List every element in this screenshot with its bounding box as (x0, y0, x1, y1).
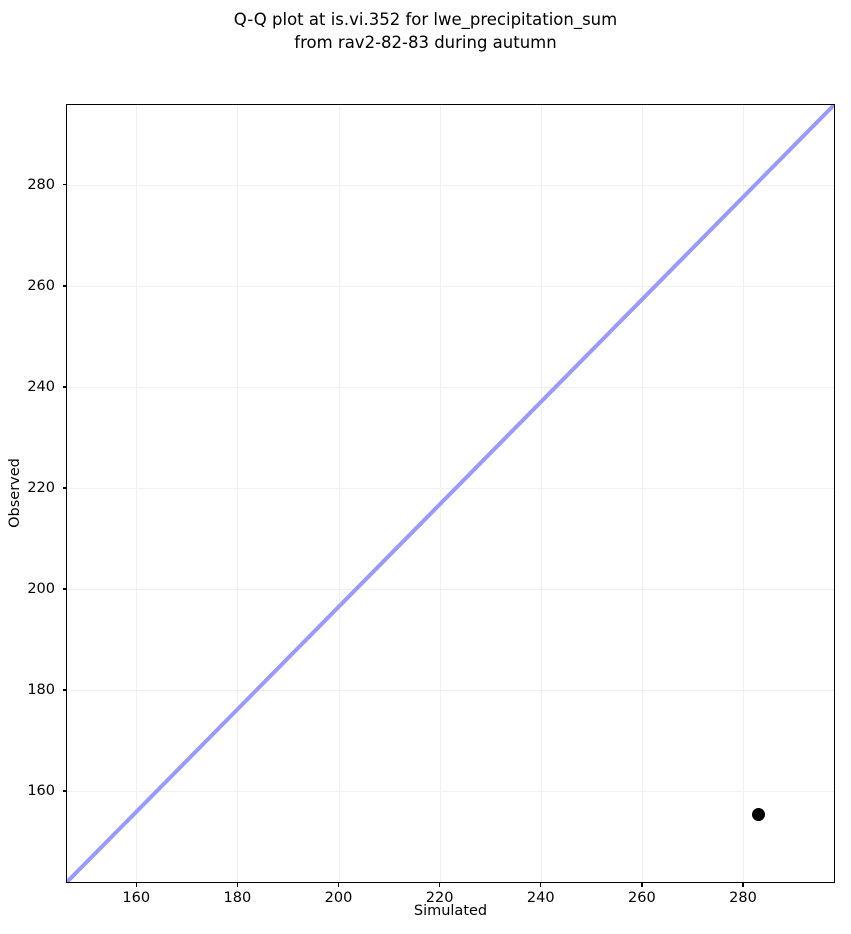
y-tick-mark (62, 386, 67, 388)
gridline-horizontal (67, 184, 834, 186)
gridline-horizontal (67, 588, 834, 590)
y-axis-label: Observed (7, 458, 23, 528)
x-tick-label: 200 (324, 890, 353, 906)
x-tick-mark (438, 882, 441, 887)
y-tick-mark (62, 689, 67, 691)
x-tick-label: 160 (122, 890, 151, 906)
gridline-vertical (641, 105, 643, 882)
data-point (751, 807, 765, 821)
gridline-vertical (338, 105, 340, 882)
x-tick-mark (337, 882, 340, 887)
x-tick-mark (236, 882, 239, 887)
gridline-horizontal (67, 690, 834, 691)
x-tick-label: 240 (526, 890, 555, 906)
gridline-horizontal (67, 791, 834, 793)
y-tick-label: 260 (27, 277, 55, 294)
gridline-vertical (237, 105, 239, 882)
chart-title: Q-Q plot at is.vi.352 for lwe_precipitat… (233, 10, 618, 52)
x-tick-label: 280 (729, 890, 757, 906)
gridline-vertical (742, 105, 744, 882)
y-tick-mark (62, 790, 67, 792)
y-tick-mark (62, 285, 67, 287)
gridline-horizontal (67, 386, 834, 388)
x-tick-label: 260 (628, 890, 656, 906)
x-tick-mark (135, 882, 137, 887)
y-tick-mark (62, 588, 67, 590)
x-tick-label: 220 (425, 890, 454, 906)
gridline-vertical (136, 105, 138, 882)
y-tick-mark (62, 487, 67, 489)
y-tick-label: 280 (27, 176, 55, 193)
gridline-vertical (540, 105, 542, 882)
x-tick-label: 180 (223, 890, 252, 906)
one-to-one-line (67, 105, 834, 882)
gridline-horizontal (67, 487, 834, 489)
plot-axes: 160 180 200 220 240 260 280 160 180 200 220 240 260… (27, 104, 835, 906)
gridline-horizontal (67, 285, 834, 287)
y-tick-label: 240 (27, 378, 55, 395)
x-axis-label: Simulated (413, 903, 488, 919)
gridline-vertical (439, 105, 441, 882)
y-tick-label: 160 (27, 783, 55, 800)
x-tick-mark (742, 882, 744, 887)
y-tick-label: 180 (27, 682, 55, 698)
x-tick-mark (540, 882, 542, 887)
y-tick-label: 200 (27, 580, 55, 597)
plot-area (67, 105, 834, 882)
y-tick-label: 220 (27, 479, 55, 496)
y-tick-mark (62, 184, 67, 186)
x-tick-mark (641, 882, 643, 887)
